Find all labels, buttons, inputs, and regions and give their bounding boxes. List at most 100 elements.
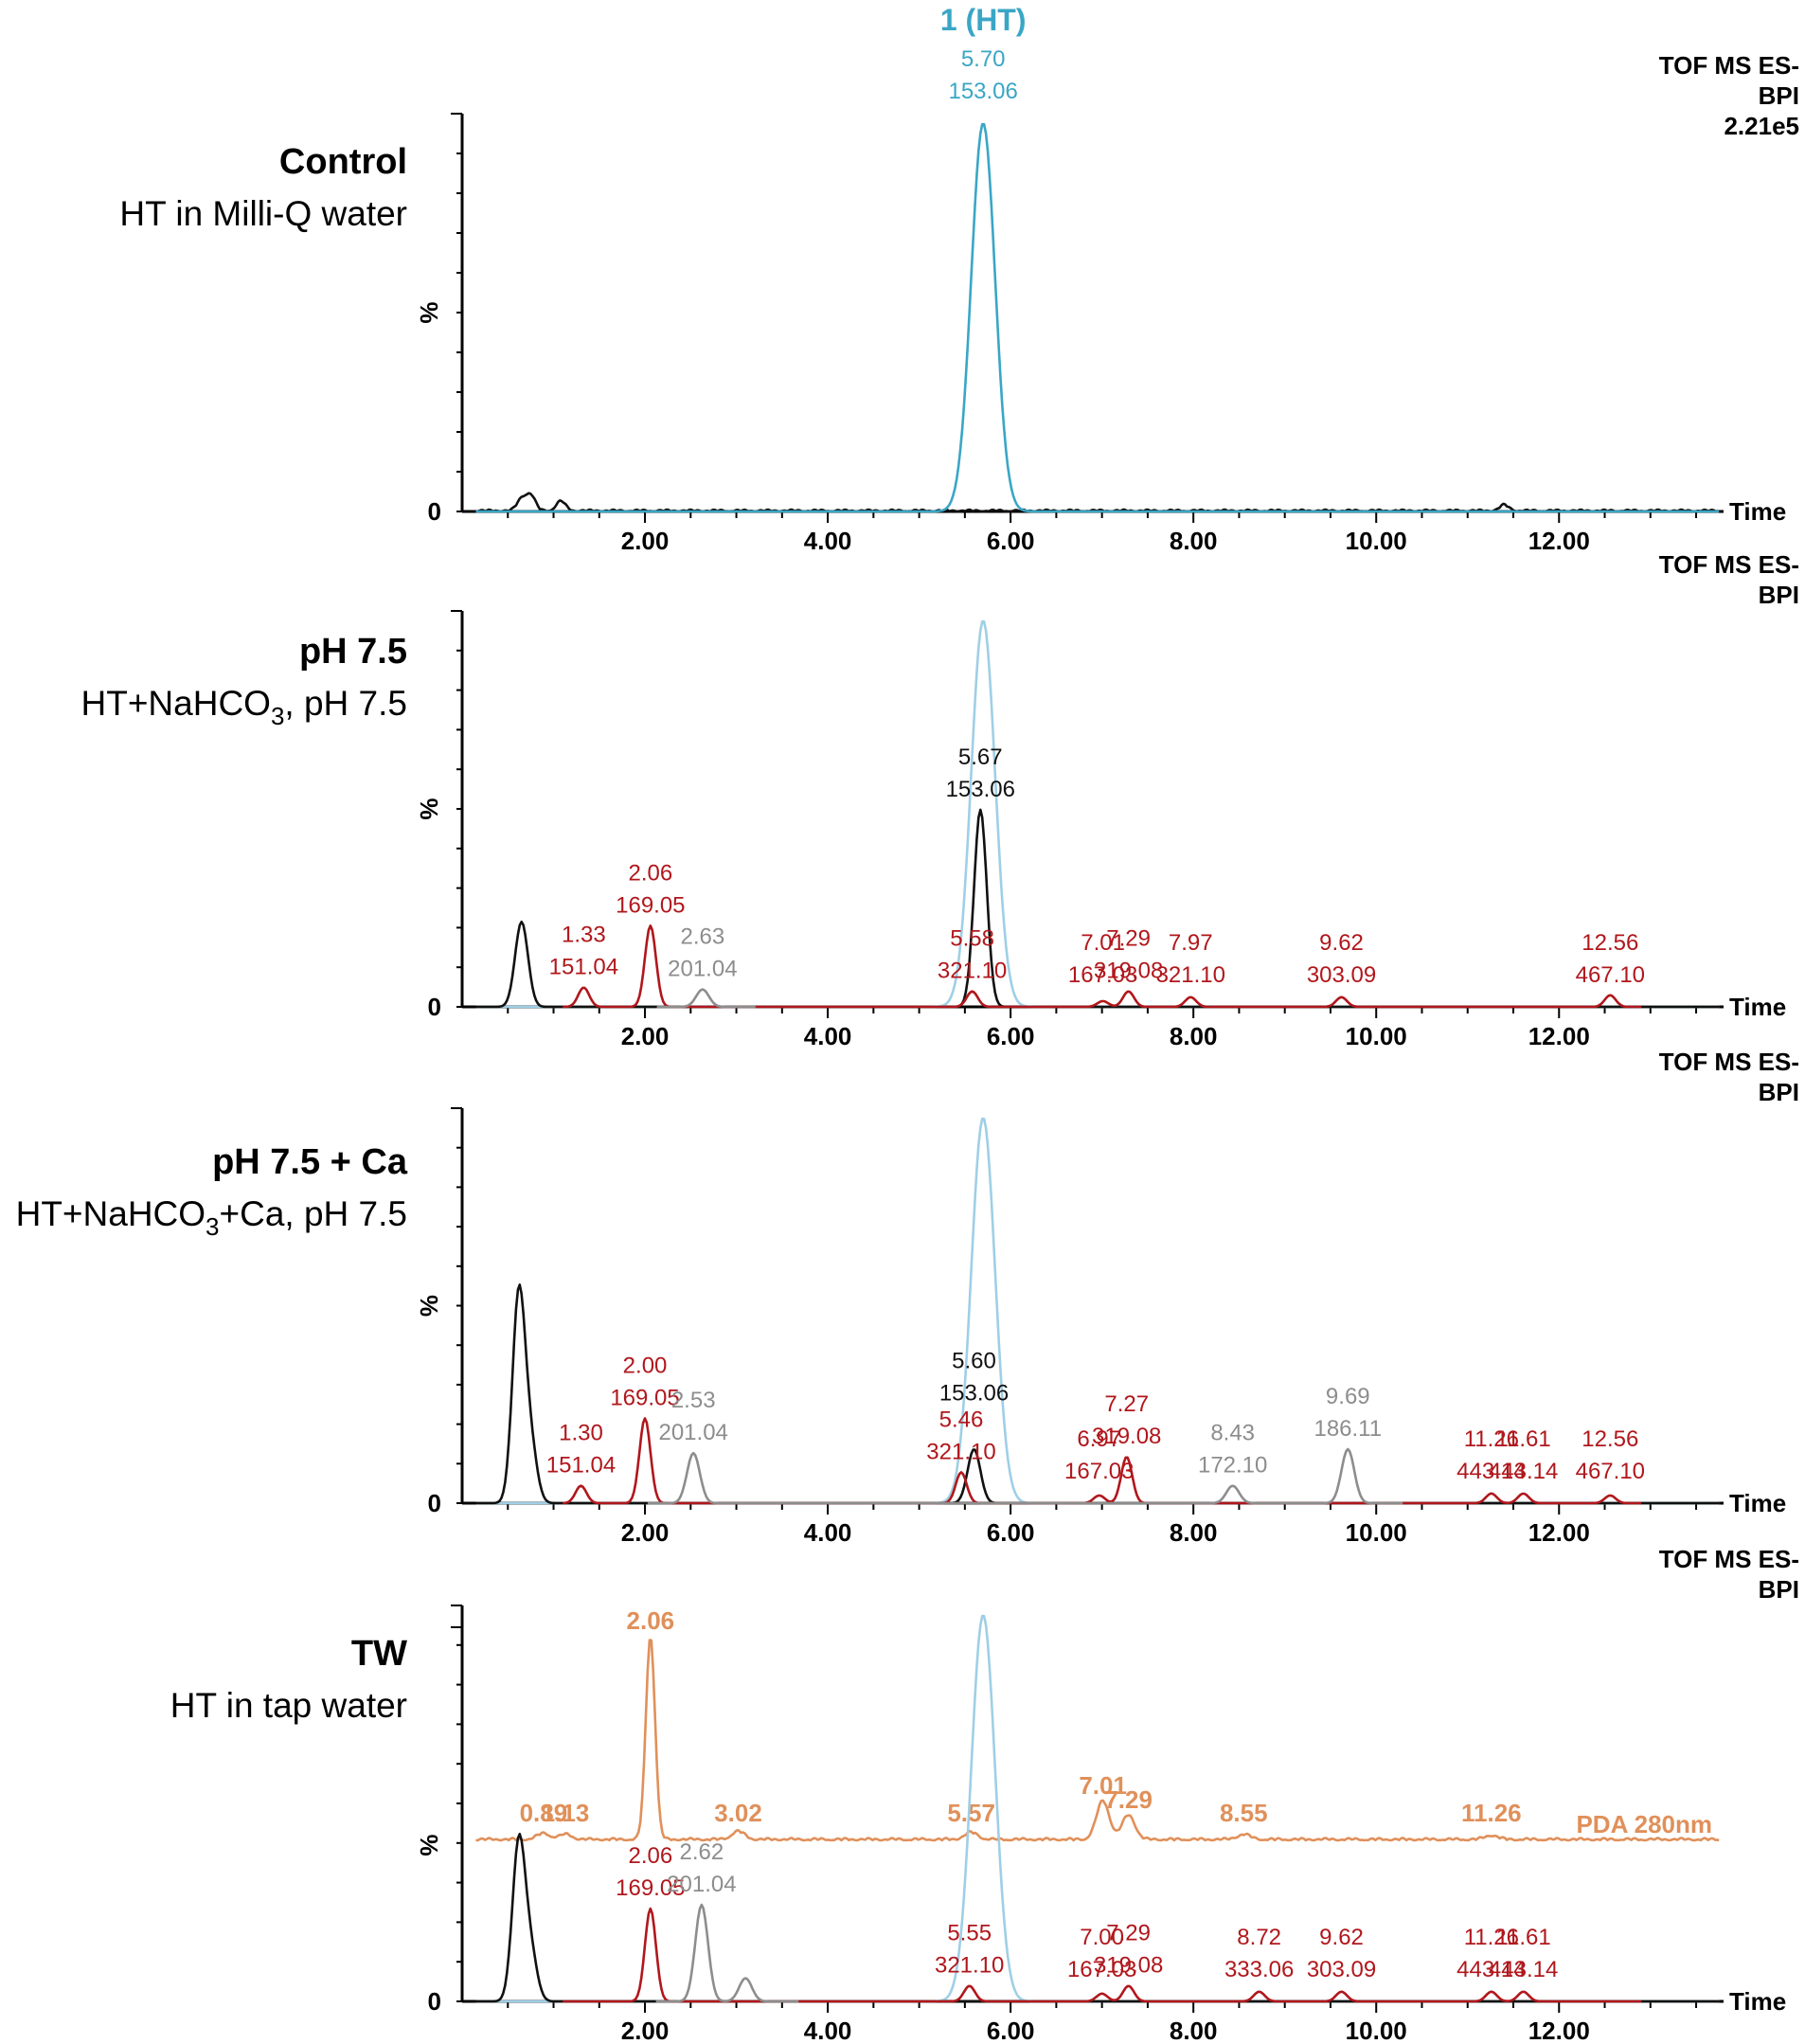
instrument-label: TOF MS ES- — [1659, 1048, 1799, 1076]
x-tick-label: 12.00 — [1528, 1022, 1590, 1050]
peak-label-mz: 321.10 — [935, 1953, 1004, 1979]
peak-label-rt: 2.63 — [680, 924, 724, 950]
peak-label-mz: 443.14 — [1489, 1459, 1558, 1484]
peak-label-mz: 467.10 — [1576, 962, 1645, 988]
peak-label-rt: 5.58 — [950, 926, 994, 952]
pda-peak-label: 2.06 — [627, 1606, 675, 1635]
chromatogram-panel-2: pH 7.5 HT+NaHCO3, pH 7.5 TOF MS ES-BPI 0% 2.… — [81, 550, 1800, 1050]
instrument-label: 2.21e5 — [1724, 112, 1799, 140]
x-tick-label: 6.00 — [987, 527, 1035, 555]
x-tick-label: 10.00 — [1346, 2017, 1407, 2044]
x-tick-label: 12.00 — [1528, 2017, 1590, 2044]
peak-label-rt: 7.97 — [1169, 930, 1213, 956]
trace-red — [563, 1907, 1642, 2003]
instrument-label: BPI — [1759, 81, 1799, 110]
peak-label-mz: 201.04 — [667, 1872, 736, 1897]
y-zero-label: 0 — [428, 1489, 441, 1517]
peak-label-mz: 169.05 — [616, 892, 685, 918]
x-tick-label: 10.00 — [1346, 1022, 1407, 1050]
peak-label-rt: 11.26 — [1464, 1925, 1519, 1950]
peak-label-rt: 2.00 — [623, 1353, 668, 1378]
x-axis-label: Time — [1729, 497, 1786, 526]
x-tick-label: 8.00 — [1170, 2017, 1218, 2044]
peak-label-mz: 467.10 — [1576, 1459, 1645, 1484]
peak-label-rt: 5.67 — [958, 744, 1003, 770]
peak-label-mz: 153.06 — [939, 1380, 1009, 1406]
trace-gray — [656, 988, 756, 1009]
peak-label-rt: 11.61 — [1495, 1426, 1550, 1452]
peak-label-mz: 153.06 — [946, 777, 1015, 802]
peak-label-rt: 7.29 — [1106, 1921, 1151, 1946]
peak-label-rt: 6.97 — [1077, 1426, 1121, 1452]
peak-label-mz: 201.04 — [658, 1420, 727, 1445]
peak-label-mz: 169.05 — [610, 1385, 679, 1410]
y-axis-label: % — [415, 1295, 443, 1317]
trace-baseline — [475, 492, 1720, 513]
peak-label-mz: 303.09 — [1307, 962, 1376, 988]
peak-label-rt: 9.69 — [1326, 1384, 1370, 1409]
pda-peak-label: 8.55 — [1220, 1799, 1268, 1827]
x-tick-label: 10.00 — [1346, 1518, 1407, 1547]
y-zero-label: 0 — [428, 1987, 441, 2016]
peak-label-mz: 443.14 — [1457, 1957, 1526, 1982]
y-axis-label: % — [415, 301, 443, 323]
peak-label-rt: 2.62 — [680, 1839, 724, 1865]
peak-label-rt: 11.61 — [1495, 1925, 1550, 1950]
peak-label-rt: 12.56 — [1582, 930, 1638, 956]
pda-peak-label: 11.26 — [1461, 1799, 1522, 1827]
x-tick-label: 10.00 — [1346, 527, 1407, 555]
chromatogram-panel-3: pH 7.5 + Ca HT+NaHCO3+Ca, pH 7.5 TOF MS ES… — [16, 1048, 1799, 1547]
x-tick-label: 12.00 — [1528, 527, 1590, 555]
instrument-label: BPI — [1759, 581, 1799, 609]
peak-label-rt: 12.56 — [1582, 1426, 1638, 1452]
peak-label-mz: 167.03 — [1064, 1459, 1134, 1484]
peak-label-rt: 5.55 — [947, 1921, 992, 1946]
peak-label-mz: 321.10 — [1156, 962, 1225, 988]
peak-label-rt: 2.06 — [628, 1843, 672, 1869]
x-tick-label: 2.00 — [621, 1518, 670, 1547]
panel-subtitle: HT+NaHCO3+Ca, pH 7.5 — [16, 1194, 407, 1241]
trace-gray — [647, 1447, 1403, 1505]
panel-subtitle: HT in tap water — [170, 1686, 407, 1725]
x-tick-label: 2.00 — [621, 527, 670, 555]
peak-label-rt: 5.46 — [939, 1407, 984, 1432]
y-axis-label: % — [415, 798, 443, 819]
peak-label-ht: 1 (HT) — [940, 3, 1027, 37]
peak-label-mz: 303.09 — [1307, 1957, 1376, 1982]
x-axis-label: Time — [1729, 1987, 1786, 2016]
panel-subtitle: HT in Milli-Q water — [119, 194, 407, 233]
peak-label-rt: 9.62 — [1319, 930, 1364, 956]
peak-label-mz: 321.10 — [938, 959, 1007, 984]
peak-label-rt: 5.60 — [952, 1348, 996, 1373]
peak-label-mz: 443.14 — [1489, 1957, 1558, 1982]
pda-peak-label: 0.89 — [520, 1799, 568, 1827]
peak-label-rt: 1.30 — [559, 1421, 603, 1446]
peak-label-mz: 151.04 — [549, 955, 618, 980]
peak-label-rt: 1.33 — [562, 923, 606, 948]
peak-label-mz: 186.11 — [1314, 1416, 1382, 1442]
instrument-label: BPI — [1759, 1575, 1799, 1604]
peak-label-mz: 319.08 — [1094, 959, 1163, 984]
instrument-label: TOF MS ES- — [1659, 51, 1799, 80]
peak-label-mz: 321.10 — [926, 1439, 995, 1464]
peak-label-rt: 7.01 — [1081, 930, 1125, 956]
trace-HT — [475, 122, 1720, 513]
peak-label-mz: 319.08 — [1092, 1424, 1161, 1449]
peak-label-rt: 7.29 — [1106, 926, 1151, 952]
pda-peak-label: 7.29 — [1104, 1785, 1153, 1814]
instrument-label: BPI — [1759, 1078, 1799, 1106]
x-tick-label: 8.00 — [1170, 527, 1218, 555]
x-tick-label: 6.00 — [987, 1022, 1035, 1050]
x-axis-label: Time — [1729, 1489, 1786, 1517]
peak-label-rt: 11.26 — [1464, 1426, 1519, 1452]
peak-label-mz: 153.06 — [948, 79, 1017, 104]
peak-label-mz: 151.04 — [546, 1453, 616, 1479]
x-tick-label: 4.00 — [804, 1022, 852, 1050]
x-tick-label: 4.00 — [804, 2017, 852, 2044]
peak-label-mz: 443.14 — [1457, 1459, 1526, 1484]
trace-gray — [655, 1903, 799, 2003]
x-tick-label: 2.00 — [621, 1022, 670, 1050]
peak-label-mz: 333.06 — [1224, 1957, 1294, 1982]
